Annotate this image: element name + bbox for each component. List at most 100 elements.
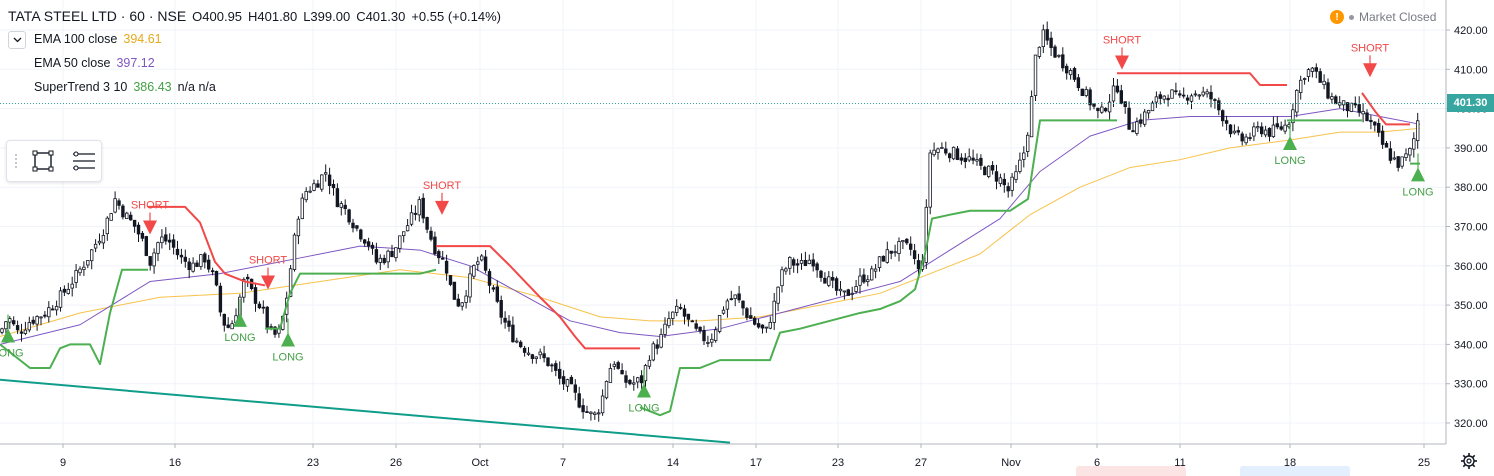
- candle-body: [491, 287, 496, 290]
- supertrend-up-segment: [0, 268, 148, 369]
- x-axis[interactable]: 9 16 23 26 Oct 7 14 17 23 27 Nov 6 11 18 25: [60, 444, 1430, 469]
- candle-body: [597, 412, 601, 415]
- candle-body: [792, 259, 796, 266]
- candle-body: [807, 259, 811, 265]
- candle-body: [971, 157, 975, 161]
- candle-body: [717, 314, 722, 332]
- candle-body: [1170, 89, 1174, 99]
- market-status[interactable]: ! Market Closed: [1330, 10, 1436, 24]
- supertrend-down-segment: [1361, 92, 1410, 126]
- indicator-label: SuperTrend 3 10: [34, 80, 128, 94]
- signal-label: SHORT: [1103, 34, 1142, 46]
- candle-body: [1057, 54, 1061, 57]
- candle-body: [616, 362, 620, 369]
- candle-body: [1341, 100, 1346, 106]
- candle-body: [1061, 54, 1065, 69]
- candle-body: [101, 235, 106, 244]
- signals: LONG SHORT LONG SHORT LONG SHORT LONG SHORT LONG…: [0, 34, 1434, 414]
- candle-body: [745, 308, 749, 318]
- candle-body: [206, 259, 211, 270]
- candle-body: [1096, 107, 1100, 112]
- candle-body: [1263, 129, 1268, 136]
- candle-body: [714, 329, 718, 341]
- down-arrow-icon: [143, 220, 157, 235]
- exclamation-icon: !: [1330, 10, 1344, 24]
- candle-body: [764, 326, 769, 329]
- x-tick-label: Nov: [1001, 457, 1021, 469]
- up-arrow-icon: [637, 383, 651, 398]
- candle-body: [542, 353, 546, 359]
- horizontal-lines-icon[interactable]: [71, 149, 97, 173]
- symbol-title[interactable]: TATA STEEL LTD · 60 · NSE: [8, 8, 187, 24]
- candle-body: [1384, 142, 1389, 148]
- trendline: [0, 378, 731, 444]
- chevron-down-icon[interactable]: [8, 31, 26, 49]
- candle-body: [850, 292, 854, 295]
- signal-label: LONG: [1402, 186, 1433, 198]
- candle-body: [8, 318, 12, 323]
- candle-body: [729, 298, 733, 301]
- candle-body: [1256, 126, 1260, 129]
- candle-body: [1334, 96, 1338, 105]
- gear-icon[interactable]: [1460, 452, 1478, 470]
- candle-body: [581, 405, 585, 413]
- candle-body: [479, 255, 484, 261]
- ohlc-low: L399.00: [303, 8, 351, 24]
- candle-body: [573, 384, 577, 393]
- candle-body: [534, 356, 538, 359]
- indicator-ema50[interactable]: EMA 50 close 397.12: [34, 56, 155, 70]
- buy-button[interactable]: [1240, 466, 1350, 476]
- candle-body: [105, 217, 109, 235]
- short-signal: SHORT: [423, 180, 461, 215]
- candle-body: [144, 236, 148, 256]
- candle-body: [612, 363, 616, 367]
- candle-body: [998, 177, 1003, 184]
- candle-body: [928, 152, 932, 208]
- candle-body: [140, 232, 145, 239]
- candle-body: [990, 165, 995, 171]
- indicator-value: 397.12: [116, 56, 155, 70]
- candle-body: [93, 243, 98, 249]
- candle-body: [827, 276, 831, 286]
- y-tick-label: 420.00: [1454, 25, 1488, 37]
- candle-body: [51, 308, 55, 311]
- candle-body: [632, 382, 636, 385]
- candle-body: [316, 183, 320, 188]
- candle-body: [1037, 46, 1042, 57]
- candle-body: [160, 236, 164, 244]
- signal-label: LONG: [224, 332, 255, 344]
- sell-button[interactable]: [1076, 466, 1186, 476]
- candle-body: [203, 253, 207, 263]
- candle-body: [1404, 153, 1408, 158]
- candle-body: [667, 318, 671, 327]
- candle-body: [1104, 108, 1108, 112]
- status-dot: [1349, 14, 1354, 20]
- candle-body: [456, 298, 460, 307]
- candle-body: [66, 288, 70, 294]
- indicator-ema100[interactable]: EMA 100 close 394.61: [34, 32, 162, 46]
- candle-body: [698, 326, 702, 332]
- x-tick-label: 23: [832, 457, 844, 469]
- candle-body: [862, 274, 866, 283]
- candle-body: [659, 334, 663, 348]
- candle-body: [1217, 100, 1221, 111]
- candle-body: [1072, 68, 1077, 80]
- candle-body: [164, 234, 168, 242]
- candle-body: [834, 278, 839, 291]
- candle-body: [58, 290, 63, 308]
- candle-body: [460, 302, 464, 307]
- up-arrow-icon: [281, 332, 295, 347]
- candle-body: [440, 257, 445, 260]
- long-signal: LONG: [1402, 153, 1434, 198]
- y-axis[interactable]: 420.00410.00400.00390.00380.00370.00360.…: [0, 0, 1488, 445]
- rectangle-tool-icon[interactable]: [31, 149, 55, 173]
- candle-body: [749, 315, 753, 319]
- drag-handle-icon[interactable]: [14, 153, 18, 169]
- candle-body: [901, 240, 905, 243]
- indicator-value: 394.61: [123, 32, 162, 46]
- candle-body: [1139, 119, 1143, 124]
- candle-body: [1174, 90, 1178, 93]
- indicator-supertrend[interactable]: SuperTrend 3 10 386.43 n/a n/a: [34, 80, 216, 94]
- candle-body: [1373, 121, 1377, 126]
